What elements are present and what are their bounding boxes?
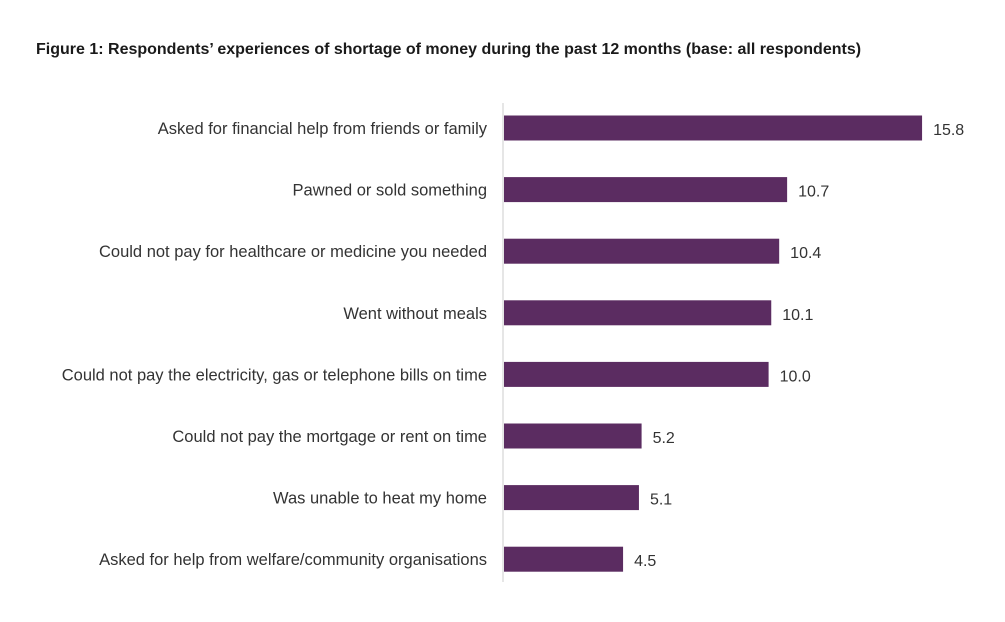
bar xyxy=(504,546,624,572)
category-label: Could not pay the electricity, gas or te… xyxy=(62,366,487,384)
value-label: 15.8 xyxy=(933,122,964,139)
value-label: 10.4 xyxy=(790,245,821,262)
bar xyxy=(504,485,639,511)
value-label: 5.1 xyxy=(650,492,672,509)
bar xyxy=(504,361,769,387)
category-label: Went without meals xyxy=(343,305,487,323)
bar xyxy=(504,423,642,449)
bar xyxy=(504,115,923,141)
category-label: Pawned or sold something xyxy=(293,182,487,200)
category-label: Could not pay for healthcare or medicine… xyxy=(99,243,487,261)
bar xyxy=(504,177,788,203)
value-label: 10.0 xyxy=(780,368,811,385)
category-label: Asked for help from welfare/community or… xyxy=(99,551,487,569)
category-label: Could not pay the mortgage or rent on ti… xyxy=(172,428,487,446)
category-label: Was unable to heat my home xyxy=(273,490,487,508)
bars-group: Asked for financial help from friends or… xyxy=(62,115,964,572)
bar xyxy=(504,238,780,264)
value-label: 10.1 xyxy=(782,307,813,324)
category-label: Asked for financial help from friends or… xyxy=(158,120,488,138)
value-label: 4.5 xyxy=(634,553,656,570)
value-label: 10.7 xyxy=(798,184,829,201)
bar xyxy=(504,300,772,326)
chart-title: Figure 1: Respondents’ experiences of sh… xyxy=(36,41,862,58)
value-label: 5.2 xyxy=(653,430,675,447)
